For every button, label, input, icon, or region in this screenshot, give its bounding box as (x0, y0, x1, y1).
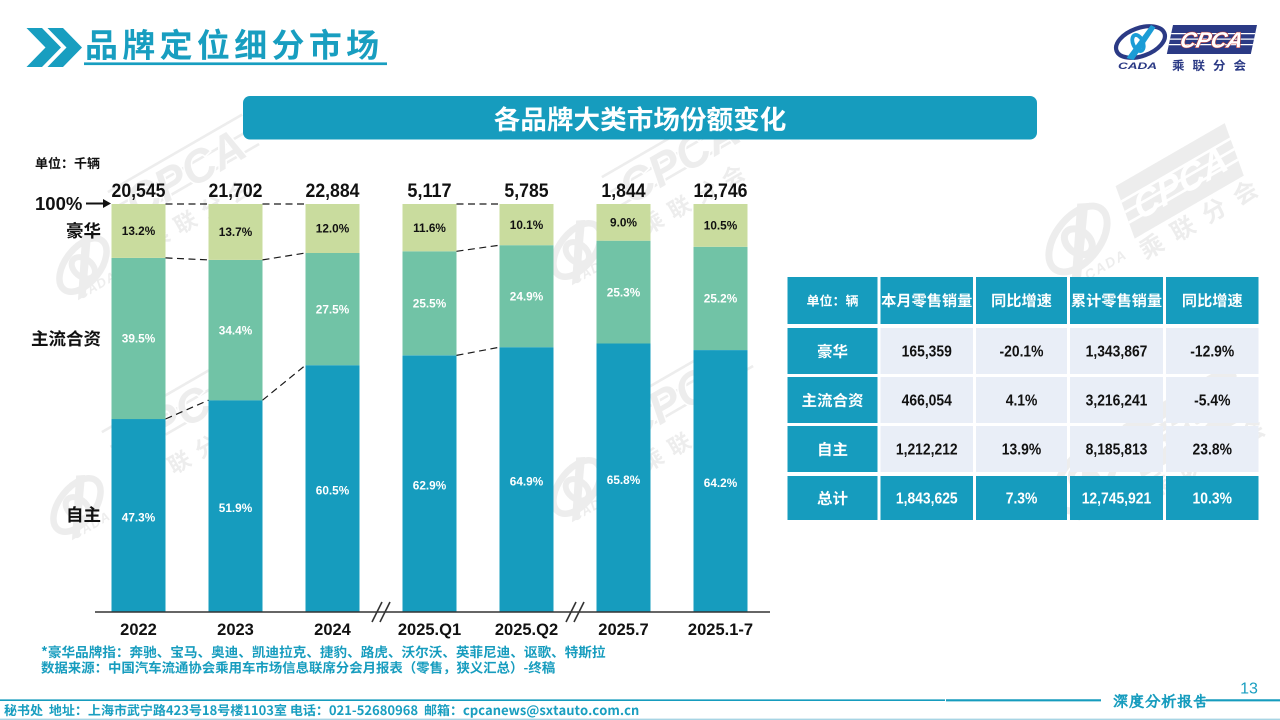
svg-text:466,054: 466,054 (902, 393, 952, 410)
svg-text:9.0%: 9.0% (610, 216, 637, 230)
svg-text:2025.Q2: 2025.Q2 (495, 621, 558, 639)
svg-text:8,185,813: 8,185,813 (1086, 442, 1148, 459)
svg-text:2025.7: 2025.7 (598, 621, 648, 639)
svg-text:24.9%: 24.9% (510, 289, 544, 303)
svg-text:10.1%: 10.1% (510, 218, 544, 232)
svg-text:12,745,921: 12,745,921 (1082, 491, 1152, 508)
svg-text:12.0%: 12.0% (316, 222, 350, 236)
svg-text:22,884: 22,884 (306, 181, 360, 202)
svg-text:11.6%: 11.6% (413, 221, 446, 235)
svg-text:23.8%: 23.8% (1193, 442, 1232, 459)
svg-text:25.2%: 25.2% (704, 292, 738, 306)
svg-text:-5.4%: -5.4% (1194, 393, 1230, 410)
svg-text:2025.1-7: 2025.1-7 (688, 621, 753, 639)
svg-text:64.9%: 64.9% (510, 475, 544, 489)
svg-text:1,343,867: 1,343,867 (1086, 344, 1148, 361)
svg-text:1,843,625: 1,843,625 (896, 491, 958, 508)
svg-text:27.5%: 27.5% (316, 302, 350, 316)
svg-text:13.9%: 13.9% (1002, 442, 1041, 459)
svg-text:7.3%: 7.3% (1006, 491, 1038, 508)
svg-text:64.2%: 64.2% (704, 476, 738, 490)
svg-text:2023: 2023 (217, 621, 254, 639)
svg-text:1,212,212: 1,212,212 (896, 442, 958, 459)
svg-text:2022: 2022 (120, 621, 157, 639)
svg-text:25.3%: 25.3% (607, 285, 641, 299)
svg-text:62.9%: 62.9% (413, 479, 447, 493)
svg-text:47.3%: 47.3% (122, 511, 156, 525)
svg-text:20,545: 20,545 (112, 181, 166, 202)
svg-text:10.3%: 10.3% (1193, 491, 1232, 508)
svg-text:13: 13 (1240, 681, 1258, 698)
svg-text:CPCA: CPCA (1178, 28, 1246, 53)
svg-text:2025.Q1: 2025.Q1 (398, 621, 461, 639)
svg-text:13.7%: 13.7% (219, 225, 253, 239)
svg-text:1,844: 1,844 (601, 181, 646, 202)
svg-text:100%: 100% (35, 193, 82, 214)
svg-text:3,216,241: 3,216,241 (1086, 393, 1148, 410)
svg-text:4.1%: 4.1% (1006, 393, 1038, 410)
svg-text:12,746: 12,746 (694, 181, 748, 202)
svg-text:21,702: 21,702 (209, 181, 263, 202)
svg-text:-20.1%: -20.1% (1000, 344, 1044, 361)
svg-text:34.4%: 34.4% (219, 323, 253, 337)
svg-text:13.2%: 13.2% (122, 224, 156, 238)
svg-text:2024: 2024 (314, 621, 352, 639)
svg-text:CADA: CADA (1118, 61, 1157, 72)
svg-text:10.5%: 10.5% (704, 219, 738, 233)
svg-text:5,785: 5,785 (504, 181, 549, 202)
svg-text:5,117: 5,117 (407, 181, 451, 202)
svg-text:39.5%: 39.5% (122, 332, 156, 346)
svg-text:25.5%: 25.5% (413, 297, 447, 311)
svg-text:-12.9%: -12.9% (1190, 344, 1234, 361)
svg-text:60.5%: 60.5% (316, 484, 350, 498)
svg-text:51.9%: 51.9% (219, 501, 253, 515)
svg-text:165,359: 165,359 (902, 344, 952, 361)
svg-text:65.8%: 65.8% (607, 473, 641, 487)
